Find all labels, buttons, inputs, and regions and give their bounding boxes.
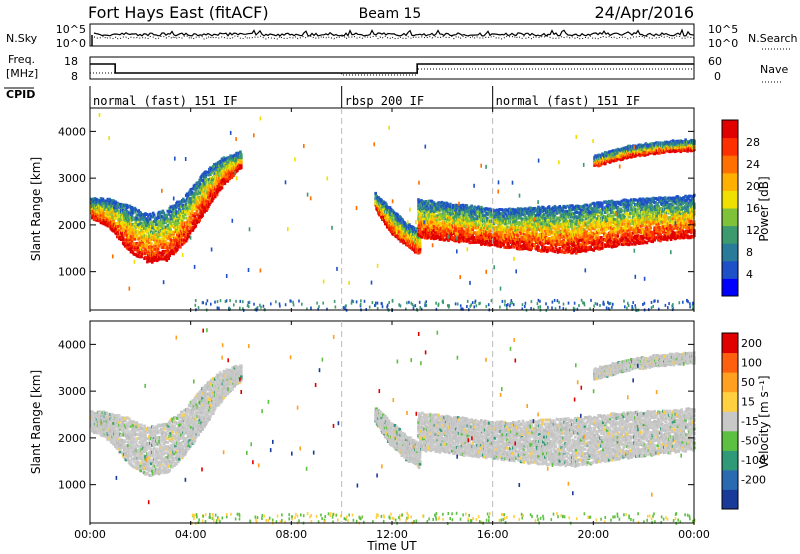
echo-cell [240,153,243,156]
freq-trace [90,64,694,73]
radar-summary-plot: Fort Hays East (fitACF) Beam 15 24/Apr/2… [0,0,800,554]
echo-cell [571,220,574,223]
echo-cell [240,164,243,167]
echo-cell [530,247,533,250]
freq-panel: Freq. [MHz] 18 8 60 0 Nave [6,53,788,83]
echo-cell [184,213,187,216]
echo-cell [421,236,424,239]
freq-left-tick-bottom: 8 [71,70,78,83]
echo-cell [374,192,377,195]
power-echo-cells [90,113,696,312]
noise-left-tick-bottom: 10^0 [56,37,86,50]
echo-cell [598,232,601,235]
noise-left-tick-top: 10^5 [56,23,86,36]
beam-label: Beam 15 [359,6,422,22]
cpid-segment-label: normal (fast) 151 IF [93,94,238,108]
noise-right-label: N.Search [748,32,798,45]
echo-cell [221,186,224,189]
echo-cell [506,226,509,229]
date-label: 24/Apr/2016 [594,3,694,22]
noise-panel-frame [90,24,694,46]
echo-cell [157,248,160,251]
echo-cell [617,234,620,237]
echo-cell [150,242,153,245]
cpid-segments: normal (fast) 151 IF rbsp 200 IF normal (f… [90,86,640,108]
echo-cell [465,213,468,216]
freq-right-tick-top: 60 [708,55,722,68]
freq-left-tick-top: 18 [64,55,78,68]
echo-cell [140,255,143,258]
echo-cell [195,225,198,228]
echo-cell [385,203,388,206]
cpid-segment-label: normal (fast) 151 IF [496,94,640,108]
cpid-segment-label: rbsp 200 IF [345,94,424,108]
echo-cell [618,243,621,246]
echo-cell [399,222,402,225]
freq-panel-frame [90,57,694,79]
cpid-label: CPID [6,88,35,101]
freq-left-label-1: Freq. [8,53,35,66]
echo-cell [507,242,510,245]
noise-sky-trace [94,30,694,36]
noise-panel: N.Sky 10^5 10^0 10^5 10^0 N.Search [6,23,798,50]
plot-title: Fort Hays East (fitACF) [88,3,269,22]
freq-right-tick-bottom: 0 [714,70,721,83]
echo-cell [605,228,608,231]
echo-cell [537,246,540,249]
echo-cell [196,210,199,213]
cpid-panel: CPID normal (fast) 151 IF rbsp 200 IF norm… [4,86,640,108]
plot-canvas: Fort Hays East (fitACF) Beam 15 24/Apr/2… [0,0,800,554]
echo-cell [628,216,631,219]
echo-cell [134,238,137,241]
echo-cell [516,231,519,234]
echo-cell [198,219,201,222]
echo-cell [470,205,473,208]
freq-right-label: Nave [760,63,788,76]
noise-right-tick-top: 10^5 [708,23,738,36]
echo-cell [153,214,156,217]
nave-trace [90,69,694,75]
echo-cell [601,206,604,209]
echo-cell [567,229,570,232]
noise-right-tick-bottom: 10^0 [708,37,738,50]
noise-search-trace [94,36,694,39]
freq-left-label-2: [MHz] [6,67,38,80]
echo-cell [239,151,242,154]
echo-cell [167,257,170,260]
echo-cell [179,246,182,249]
echo-cell [209,173,212,176]
noise-left-label: N.Sky [6,32,38,45]
echo-cell [419,238,422,241]
echo-cell [183,217,186,220]
echo-cell [419,245,422,248]
echo-cell [114,217,117,220]
echo-cell [149,218,152,221]
